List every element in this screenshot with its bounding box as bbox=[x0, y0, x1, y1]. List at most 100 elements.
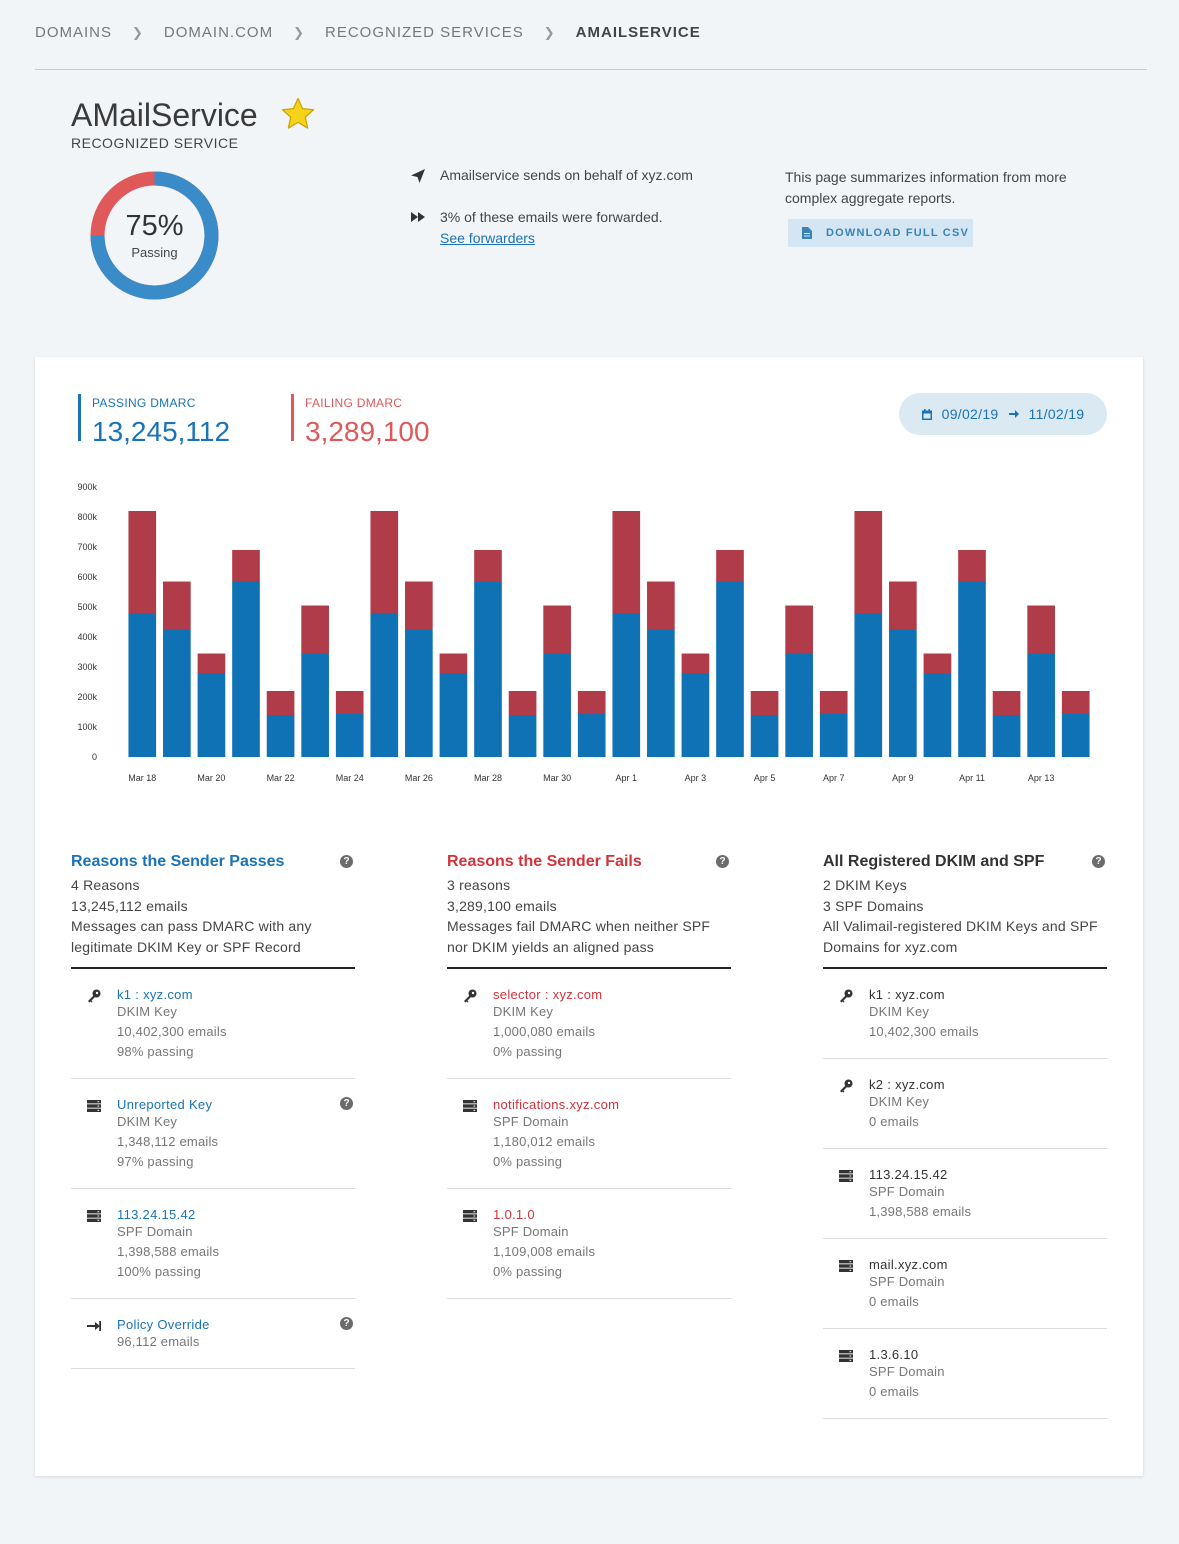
see-forwarders-link[interactable]: See forwarders bbox=[440, 230, 535, 246]
fails-column: Reasons the Sender Fails ? 3 reasons 3,2… bbox=[447, 853, 731, 1299]
bar-failing bbox=[612, 511, 641, 613]
breadcrumb: DOMAINS ❯ DOMAIN.COM ❯ RECOGNIZED SERVIC… bbox=[35, 24, 701, 41]
bar-passing bbox=[197, 673, 226, 757]
breadcrumb-domain[interactable]: DOMAIN.COM bbox=[163, 24, 274, 41]
server-icon bbox=[839, 1260, 853, 1272]
y-tick-label: 500k bbox=[77, 602, 97, 612]
failing-stat-bar bbox=[291, 394, 294, 441]
help-icon[interactable]: ? bbox=[1092, 855, 1105, 868]
item-type: SPF Domain bbox=[117, 1224, 193, 1239]
bar-passing bbox=[266, 715, 295, 757]
bar-passing bbox=[543, 653, 571, 757]
header-divider bbox=[35, 69, 1147, 70]
passes-title: Reasons the Sender Passes bbox=[71, 853, 285, 870]
item-passing: 0% passing bbox=[493, 1154, 563, 1169]
item-name[interactable]: 113.24.15.42 bbox=[117, 1207, 196, 1222]
registered-title: All Registered DKIM and SPF bbox=[823, 853, 1045, 870]
key-icon bbox=[840, 989, 853, 1003]
key-icon bbox=[464, 989, 477, 1003]
y-tick-label: 0 bbox=[92, 752, 97, 762]
item-name[interactable]: Unreported Key bbox=[117, 1097, 213, 1112]
arrow-right-icon bbox=[1008, 410, 1019, 418]
list-item: 113.24.15.42 SPF Domain 1,398,588 emails… bbox=[71, 1189, 355, 1299]
file-icon bbox=[802, 227, 812, 239]
dmarc-bar-chart: 0 100k 200k 300k 400k 500k 600k 700k 800k 900k Mar… bbox=[77, 482, 1090, 783]
y-tick-label: 200k bbox=[77, 692, 97, 702]
item-name[interactable]: Policy Override bbox=[117, 1317, 210, 1332]
item-name[interactable]: k2 : xyz.com bbox=[869, 1077, 945, 1092]
breadcrumb-current: AMAILSERVICE bbox=[575, 24, 701, 41]
breadcrumb-domains[interactable]: DOMAINS bbox=[35, 24, 113, 41]
list-item: k1 : xyz.com DKIM Key 10,402,300 emails … bbox=[71, 969, 355, 1079]
item-passing: 97% passing bbox=[117, 1154, 194, 1169]
chevron-right-icon: ❯ bbox=[132, 24, 144, 40]
passing-stat: PASSING DMARC 13,245,112 bbox=[78, 394, 230, 448]
item-emails: 1,398,588 emails bbox=[117, 1244, 220, 1259]
y-tick-label: 400k bbox=[77, 632, 97, 642]
bar-failing bbox=[577, 691, 606, 714]
failing-stat-value: 3,289,100 bbox=[305, 416, 430, 447]
item-type: DKIM Key bbox=[117, 1004, 178, 1019]
server-icon bbox=[87, 1210, 101, 1222]
bar-failing bbox=[405, 581, 433, 630]
help-icon[interactable]: ? bbox=[716, 855, 729, 868]
key-icon bbox=[88, 989, 101, 1003]
bar-passing bbox=[439, 673, 468, 757]
help-icon[interactable]: ? bbox=[340, 1097, 353, 1110]
bar-failing bbox=[1027, 605, 1055, 654]
item-name[interactable]: notifications.xyz.com bbox=[493, 1097, 620, 1112]
item-type: DKIM Key bbox=[869, 1004, 930, 1019]
x-tick-label: Apr 1 bbox=[616, 773, 638, 783]
fails-title: Reasons the Sender Fails bbox=[447, 853, 642, 870]
bar-passing bbox=[232, 581, 260, 757]
item-emails: 0 emails bbox=[869, 1114, 920, 1129]
x-tick-label: Mar 30 bbox=[543, 773, 571, 783]
item-name[interactable]: mail.xyz.com bbox=[869, 1257, 948, 1272]
item-name[interactable]: 1.3.6.10 bbox=[869, 1347, 919, 1362]
y-tick-label: 800k bbox=[77, 512, 97, 522]
x-tick-label: Mar 22 bbox=[267, 773, 295, 783]
bar-passing bbox=[854, 613, 883, 757]
item-name[interactable]: 113.24.15.42 bbox=[869, 1167, 948, 1182]
item-passing: 0% passing bbox=[493, 1044, 563, 1059]
list-item: Policy Override ? 96,112 emails bbox=[71, 1299, 355, 1369]
bar-failing bbox=[543, 605, 571, 654]
item-emails: 10,402,300 emails bbox=[869, 1024, 979, 1039]
item-name[interactable]: k1 : xyz.com bbox=[869, 987, 945, 1002]
help-icon[interactable]: ? bbox=[340, 1317, 353, 1330]
bar-passing bbox=[923, 673, 952, 757]
bar-failing bbox=[266, 691, 295, 715]
item-emails: 1,109,008 emails bbox=[493, 1244, 596, 1259]
list-item: selector : xyz.com DKIM Key 1,000,080 em… bbox=[447, 969, 731, 1079]
sends-on-behalf-text: Amailservice sends on behalf of xyz.com bbox=[440, 167, 693, 183]
bar-passing bbox=[612, 613, 641, 757]
date-range-start: 09/02/19 bbox=[941, 406, 999, 422]
item-type: SPF Domain bbox=[493, 1224, 569, 1239]
date-range-picker[interactable]: 09/02/19 11/02/19 bbox=[899, 393, 1107, 435]
failing-stat-label: FAILING DMARC bbox=[305, 396, 403, 410]
x-tick-label: Apr 7 bbox=[823, 773, 845, 783]
star-icon[interactable] bbox=[279, 95, 317, 133]
list-item: mail.xyz.com SPF Domain 0 emails bbox=[823, 1239, 1107, 1329]
bar-failing bbox=[958, 550, 986, 582]
registered-spf-count: 3 SPF Domains bbox=[823, 897, 924, 914]
breadcrumb-recognized-services[interactable]: RECOGNIZED SERVICES bbox=[325, 24, 524, 41]
item-name[interactable]: 1.0.1.0 bbox=[493, 1207, 535, 1222]
x-tick-label: Apr 9 bbox=[892, 773, 914, 783]
bar-passing bbox=[1027, 653, 1055, 757]
item-name[interactable]: selector : xyz.com bbox=[493, 987, 603, 1002]
bar-failing bbox=[819, 691, 848, 714]
column-rule bbox=[447, 967, 731, 969]
passes-count: 4 Reasons bbox=[71, 877, 140, 893]
item-type: SPF Domain bbox=[869, 1184, 945, 1199]
item-name[interactable]: k1 : xyz.com bbox=[117, 987, 193, 1002]
download-csv-button[interactable]: DOWNLOAD FULL CSV bbox=[788, 219, 973, 247]
bar-failing bbox=[681, 653, 710, 673]
date-range-end: 11/02/19 bbox=[1028, 406, 1085, 422]
help-icon[interactable]: ? bbox=[340, 855, 353, 868]
item-emails: 0 emails bbox=[869, 1294, 920, 1309]
override-icon bbox=[87, 1321, 101, 1331]
list-item: k1 : xyz.com DKIM Key 10,402,300 emails bbox=[823, 969, 1107, 1059]
item-type: DKIM Key bbox=[493, 1004, 554, 1019]
bar-passing bbox=[681, 673, 710, 757]
